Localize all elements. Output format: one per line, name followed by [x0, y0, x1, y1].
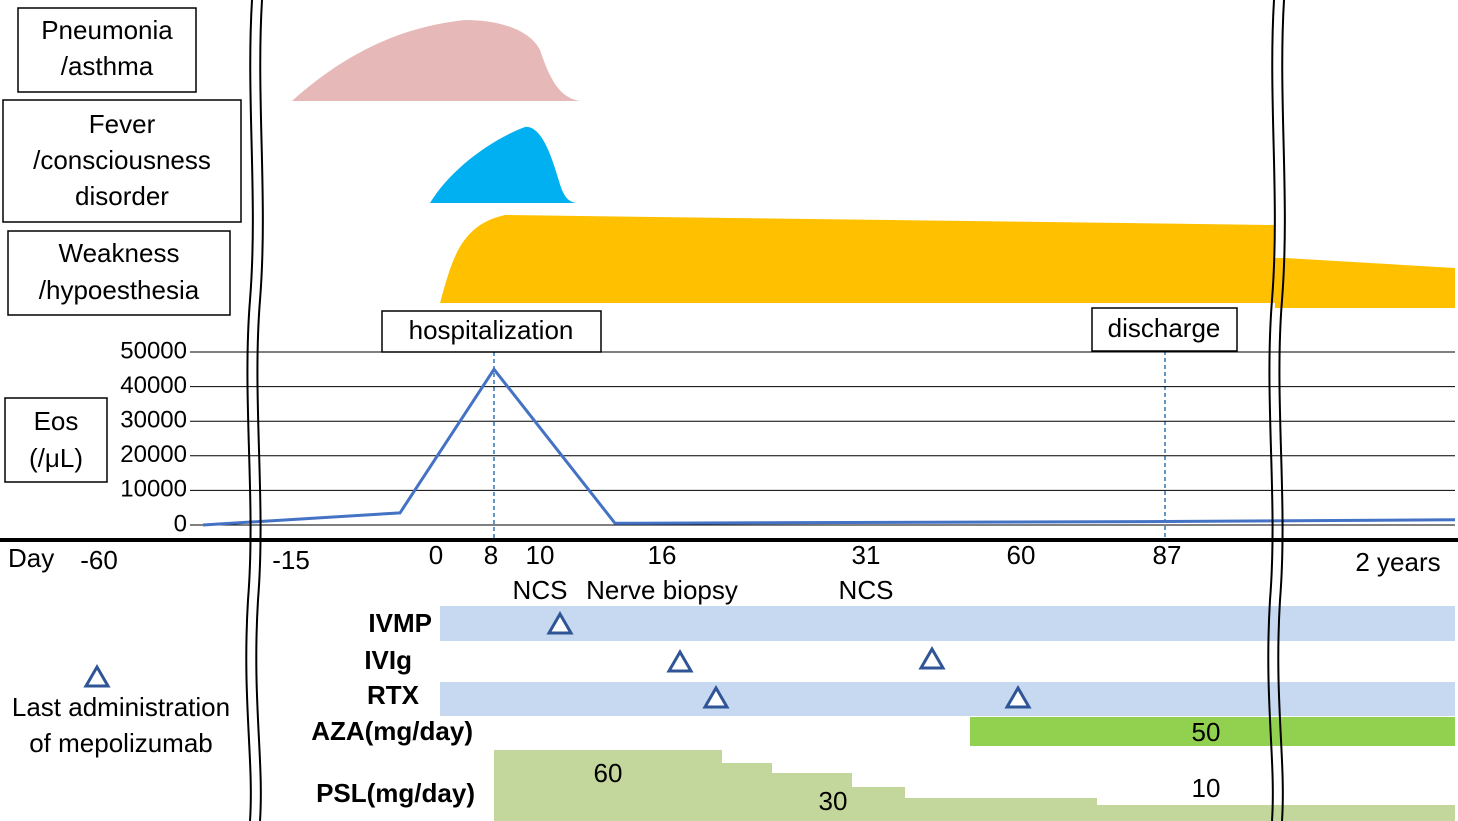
mepolizumab-markers	[83, 611, 1032, 709]
day-tick-label: 87	[1153, 540, 1182, 570]
procedure-label: Nerve biopsy	[586, 575, 738, 605]
day-tick-label: 8	[484, 540, 498, 570]
event-label: hospitalization	[409, 315, 574, 345]
symptom-label: /consciousness	[33, 145, 211, 175]
day-tick-label: -15	[272, 545, 310, 575]
aza-bar	[970, 717, 1455, 746]
treatment-label: AZA(mg/day)	[311, 716, 473, 746]
dose-label: 60	[594, 758, 623, 788]
day-tick-label: 60	[1007, 540, 1036, 570]
symptom-label: /hypoesthesia	[39, 275, 200, 305]
dose-label: 10	[1192, 773, 1221, 803]
treatment-label: RTX	[367, 680, 420, 710]
eos-label: Eos	[34, 406, 79, 436]
symptom-label: Fever	[89, 109, 156, 139]
day-tick-label: -60	[80, 545, 118, 575]
day-tick-label: 31	[852, 540, 881, 570]
eos-box	[4, 397, 108, 483]
day-tick-label: 2 years	[1355, 547, 1440, 577]
psl-steps	[494, 750, 1455, 821]
legend-label: Last administration	[12, 692, 230, 722]
y-tick-label: 0	[174, 510, 187, 537]
symptom-box	[2, 99, 242, 223]
ivmp-bar	[440, 606, 1455, 641]
eos-label: (/μL)	[29, 443, 83, 473]
treatment-label: IVIg	[364, 645, 412, 675]
pneumonia-shape	[292, 20, 580, 101]
legend-label: of mepolizumab	[29, 728, 213, 758]
dose-label: 30	[819, 786, 848, 816]
event-label: discharge	[1108, 313, 1221, 343]
y-tick-label: 40000	[120, 372, 187, 399]
weakness-shape	[440, 215, 1455, 308]
rtx-bar	[440, 682, 1455, 716]
y-tick-label: 30000	[120, 407, 187, 434]
event-box	[381, 310, 602, 353]
symptom-box	[7, 230, 231, 316]
dose-label: 50	[1192, 717, 1221, 747]
symptom-label: Pneumonia	[41, 15, 173, 45]
event-box	[1091, 307, 1238, 352]
procedure-label: NCS	[839, 575, 894, 605]
axis-break	[245, 0, 1286, 821]
y-tick-label: 20000	[120, 441, 187, 468]
symptom-label: /asthma	[61, 51, 154, 81]
symptom-box	[17, 7, 197, 93]
day-tick-label: 10	[526, 540, 555, 570]
symptom-label: Weakness	[59, 238, 180, 268]
y-tick-label: 10000	[120, 476, 187, 503]
treatment-label: PSL(mg/day)	[316, 778, 475, 808]
treatment-label: IVMP	[368, 608, 432, 638]
fever-shape	[430, 126, 578, 203]
eos-line	[202, 366, 1456, 527]
procedure-label: NCS	[513, 575, 568, 605]
day-label: Day	[8, 543, 54, 573]
day-tick-label: 0	[429, 540, 443, 570]
y-tick-label: 50000	[120, 337, 187, 364]
symptom-label: disorder	[75, 181, 169, 211]
day-tick-label: 16	[648, 540, 677, 570]
